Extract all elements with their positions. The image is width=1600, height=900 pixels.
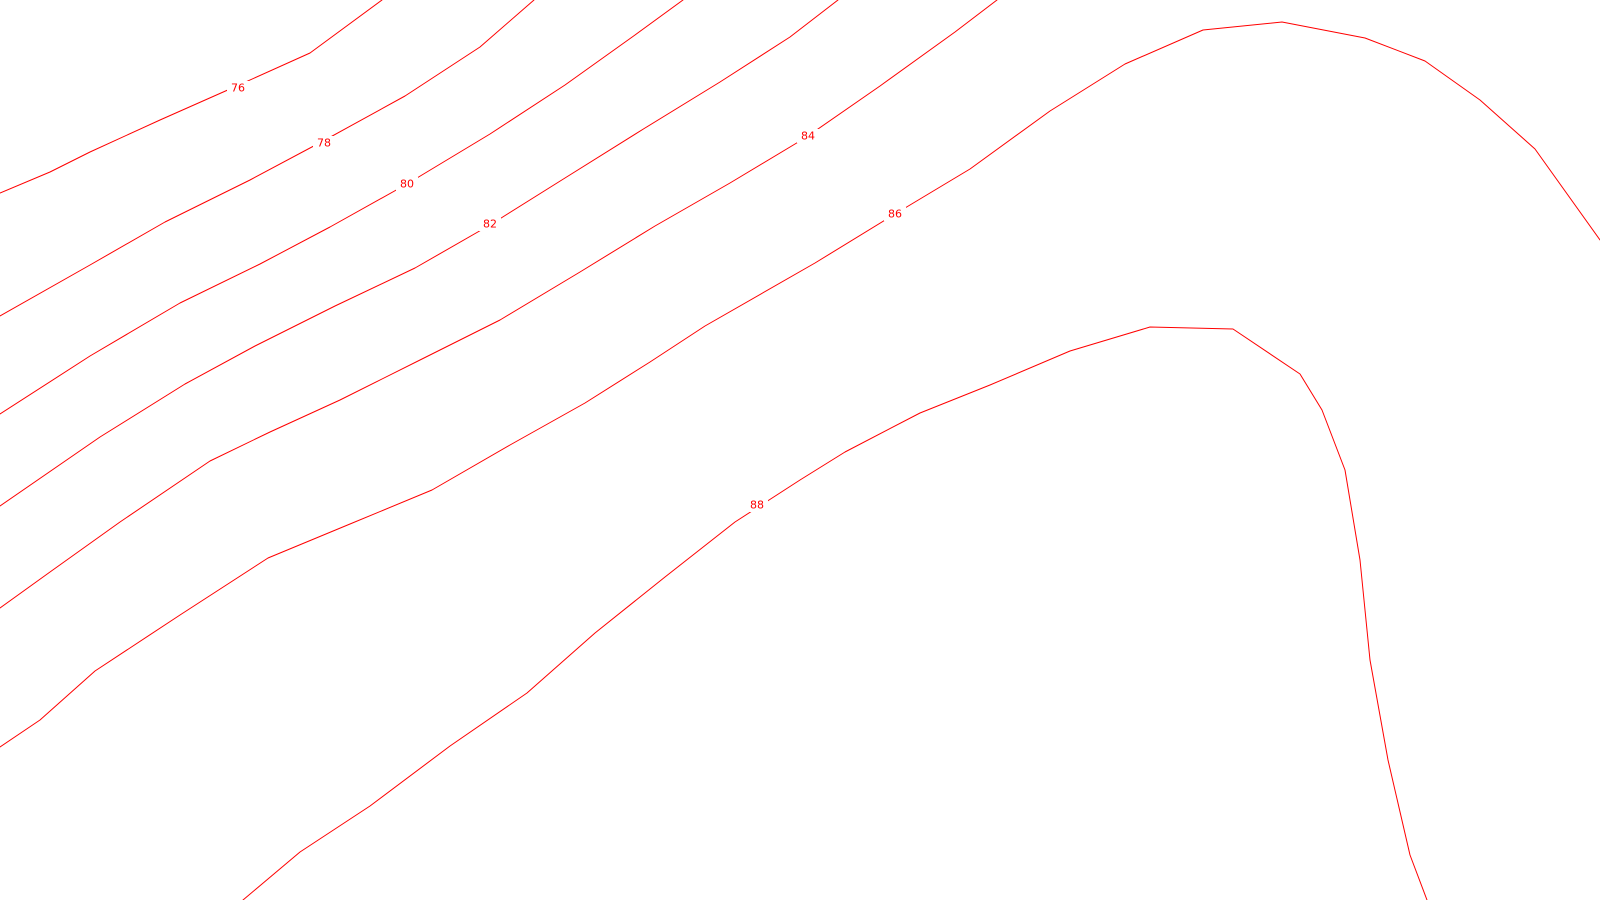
contour-line-76 [0, 0, 383, 194]
contour-label-78: 78 [317, 137, 331, 150]
contour-label-82: 82 [483, 218, 497, 231]
contour-line-82 [0, 0, 839, 507]
contour-line-78 [0, 0, 535, 317]
contour-label-80: 80 [400, 178, 414, 191]
contour-86: 86 [0, 21, 1600, 748]
contour-label-bg-84 [797, 129, 819, 143]
contour-label-86: 86 [888, 208, 902, 221]
contour-label-bg-78 [313, 136, 335, 150]
contour-82: 82 [0, 0, 839, 507]
contour-label-84: 84 [801, 130, 815, 143]
contour-line-84 [0, 0, 998, 609]
contour-88: 88 [242, 326, 1428, 900]
contour-line-86 [0, 21, 1600, 748]
contour-label-bg-86 [884, 207, 906, 221]
contour-label-76: 76 [231, 82, 245, 95]
contour-label-bg-80 [396, 177, 418, 191]
contour-label-bg-82 [479, 217, 501, 231]
contour-label-88: 88 [750, 499, 764, 512]
contour-label-bg-88 [746, 498, 768, 512]
contour-80: 80 [0, 0, 684, 415]
contour-84: 84 [0, 0, 998, 609]
contour-label-bg-76 [227, 81, 249, 95]
contour-76: 76 [0, 0, 383, 194]
contour-line-80 [0, 0, 684, 415]
contour-78: 78 [0, 0, 535, 317]
contour-line-88 [242, 326, 1428, 900]
